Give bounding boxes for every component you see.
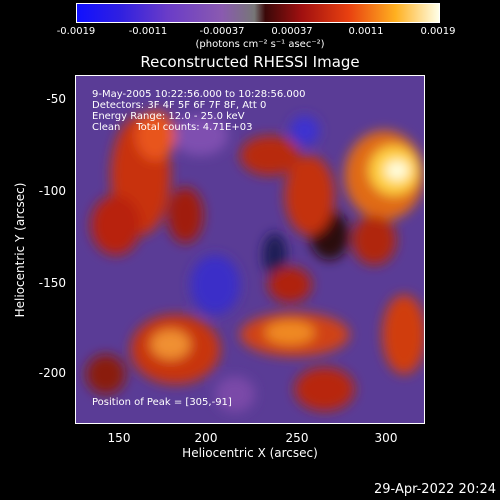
colorbar xyxy=(76,3,440,23)
annotation-detectors: Detectors: 3F 4F 5F 6F 7F 8F, Att 0 xyxy=(92,100,267,111)
colorbar-tick: -0.0019 xyxy=(56,26,96,37)
x-axis-label: Heliocentric X (arcsec) xyxy=(182,446,318,460)
colorbar-tick: 0.00037 xyxy=(271,26,313,37)
y-tick-label: -200 xyxy=(38,366,66,380)
peak-position-label: Position of Peak = [305,-91] xyxy=(92,397,232,408)
colorbar-units: (photons cm⁻² s⁻¹ asec⁻²) xyxy=(195,39,325,50)
y-axis-label: Heliocentric Y (arcsec) xyxy=(13,182,27,318)
footer-date: 29-Apr-2022 20:24 xyxy=(374,482,496,497)
annotation-time: 9-May-2005 10:22:56.000 to 10:28:56.000 xyxy=(92,89,306,100)
plot-area xyxy=(75,75,425,424)
annotation-energy: Energy Range: 12.0 - 25.0 keV xyxy=(92,111,245,122)
colorbar-tick: -0.0011 xyxy=(128,26,168,37)
annotation-clean: Clean Total counts: 4.71E+03 xyxy=(92,122,253,133)
colorbar-tick: 0.0019 xyxy=(420,26,456,37)
y-tick-label: -150 xyxy=(38,276,66,290)
x-tick-label: 150 xyxy=(107,431,131,445)
x-tick-label: 200 xyxy=(194,431,218,445)
heatmap-image xyxy=(76,76,424,423)
colorbar-tick: 0.0011 xyxy=(348,26,384,37)
x-tick-label: 300 xyxy=(374,431,398,445)
colorbar-tick: -0.00037 xyxy=(199,26,245,37)
x-tick-label: 250 xyxy=(285,431,309,445)
plot-title: Reconstructed RHESSI Image xyxy=(140,53,360,71)
heatmap-blobs xyxy=(85,110,424,413)
y-tick-label: -100 xyxy=(38,184,66,198)
y-tick-label: -50 xyxy=(46,92,66,106)
